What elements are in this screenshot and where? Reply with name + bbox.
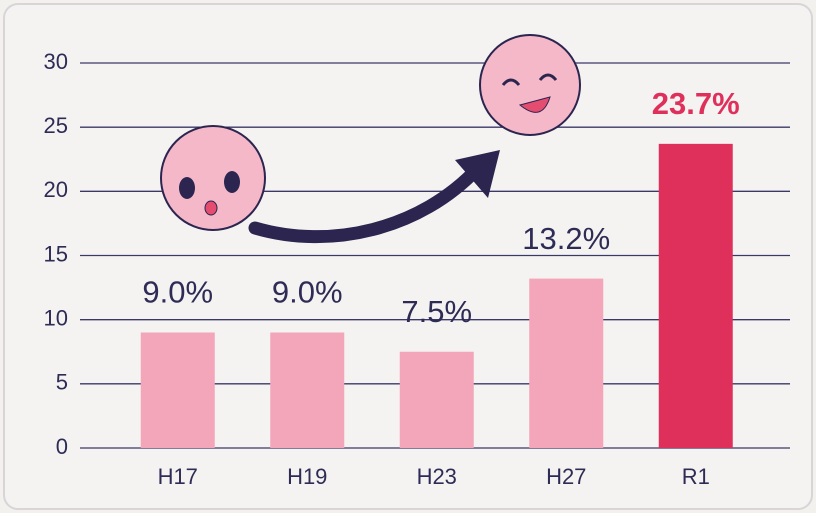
face-surprised: [160, 125, 266, 231]
x-tick-label: H19: [287, 464, 327, 489]
value-label: 7.5%: [401, 294, 472, 329]
face-mouth: [518, 96, 551, 113]
value-label: 9.0%: [142, 275, 213, 310]
x-tick-label: R1: [682, 464, 710, 489]
x-tick-label: H27: [546, 464, 586, 489]
value-label: 23.7%: [652, 86, 740, 121]
bar: [270, 332, 345, 448]
y-tick-label: 30: [44, 49, 68, 74]
x-tick-label: H23: [417, 464, 457, 489]
y-tick-label: 5: [56, 370, 68, 395]
face-happy: [479, 34, 581, 136]
y-tick-label: 0: [56, 434, 68, 459]
y-tick-label: 20: [44, 177, 68, 202]
x-tick-label: H17: [158, 464, 198, 489]
y-tick-label: 10: [44, 305, 68, 330]
bar: [529, 278, 604, 448]
bar: [140, 332, 215, 448]
face-eye: [179, 177, 195, 199]
y-tick-label: 15: [44, 241, 68, 266]
arrow-head: [455, 150, 500, 198]
decoration: [160, 34, 581, 244]
value-label: 9.0%: [272, 275, 343, 310]
face-eyes: [501, 73, 558, 86]
value-label: 13.2%: [522, 221, 610, 256]
bar: [658, 143, 733, 448]
y-tick-label: 25: [44, 113, 68, 138]
face-eye: [224, 171, 240, 193]
bar: [399, 351, 474, 448]
arrow: [248, 161, 485, 244]
face-mouth: [204, 200, 218, 216]
